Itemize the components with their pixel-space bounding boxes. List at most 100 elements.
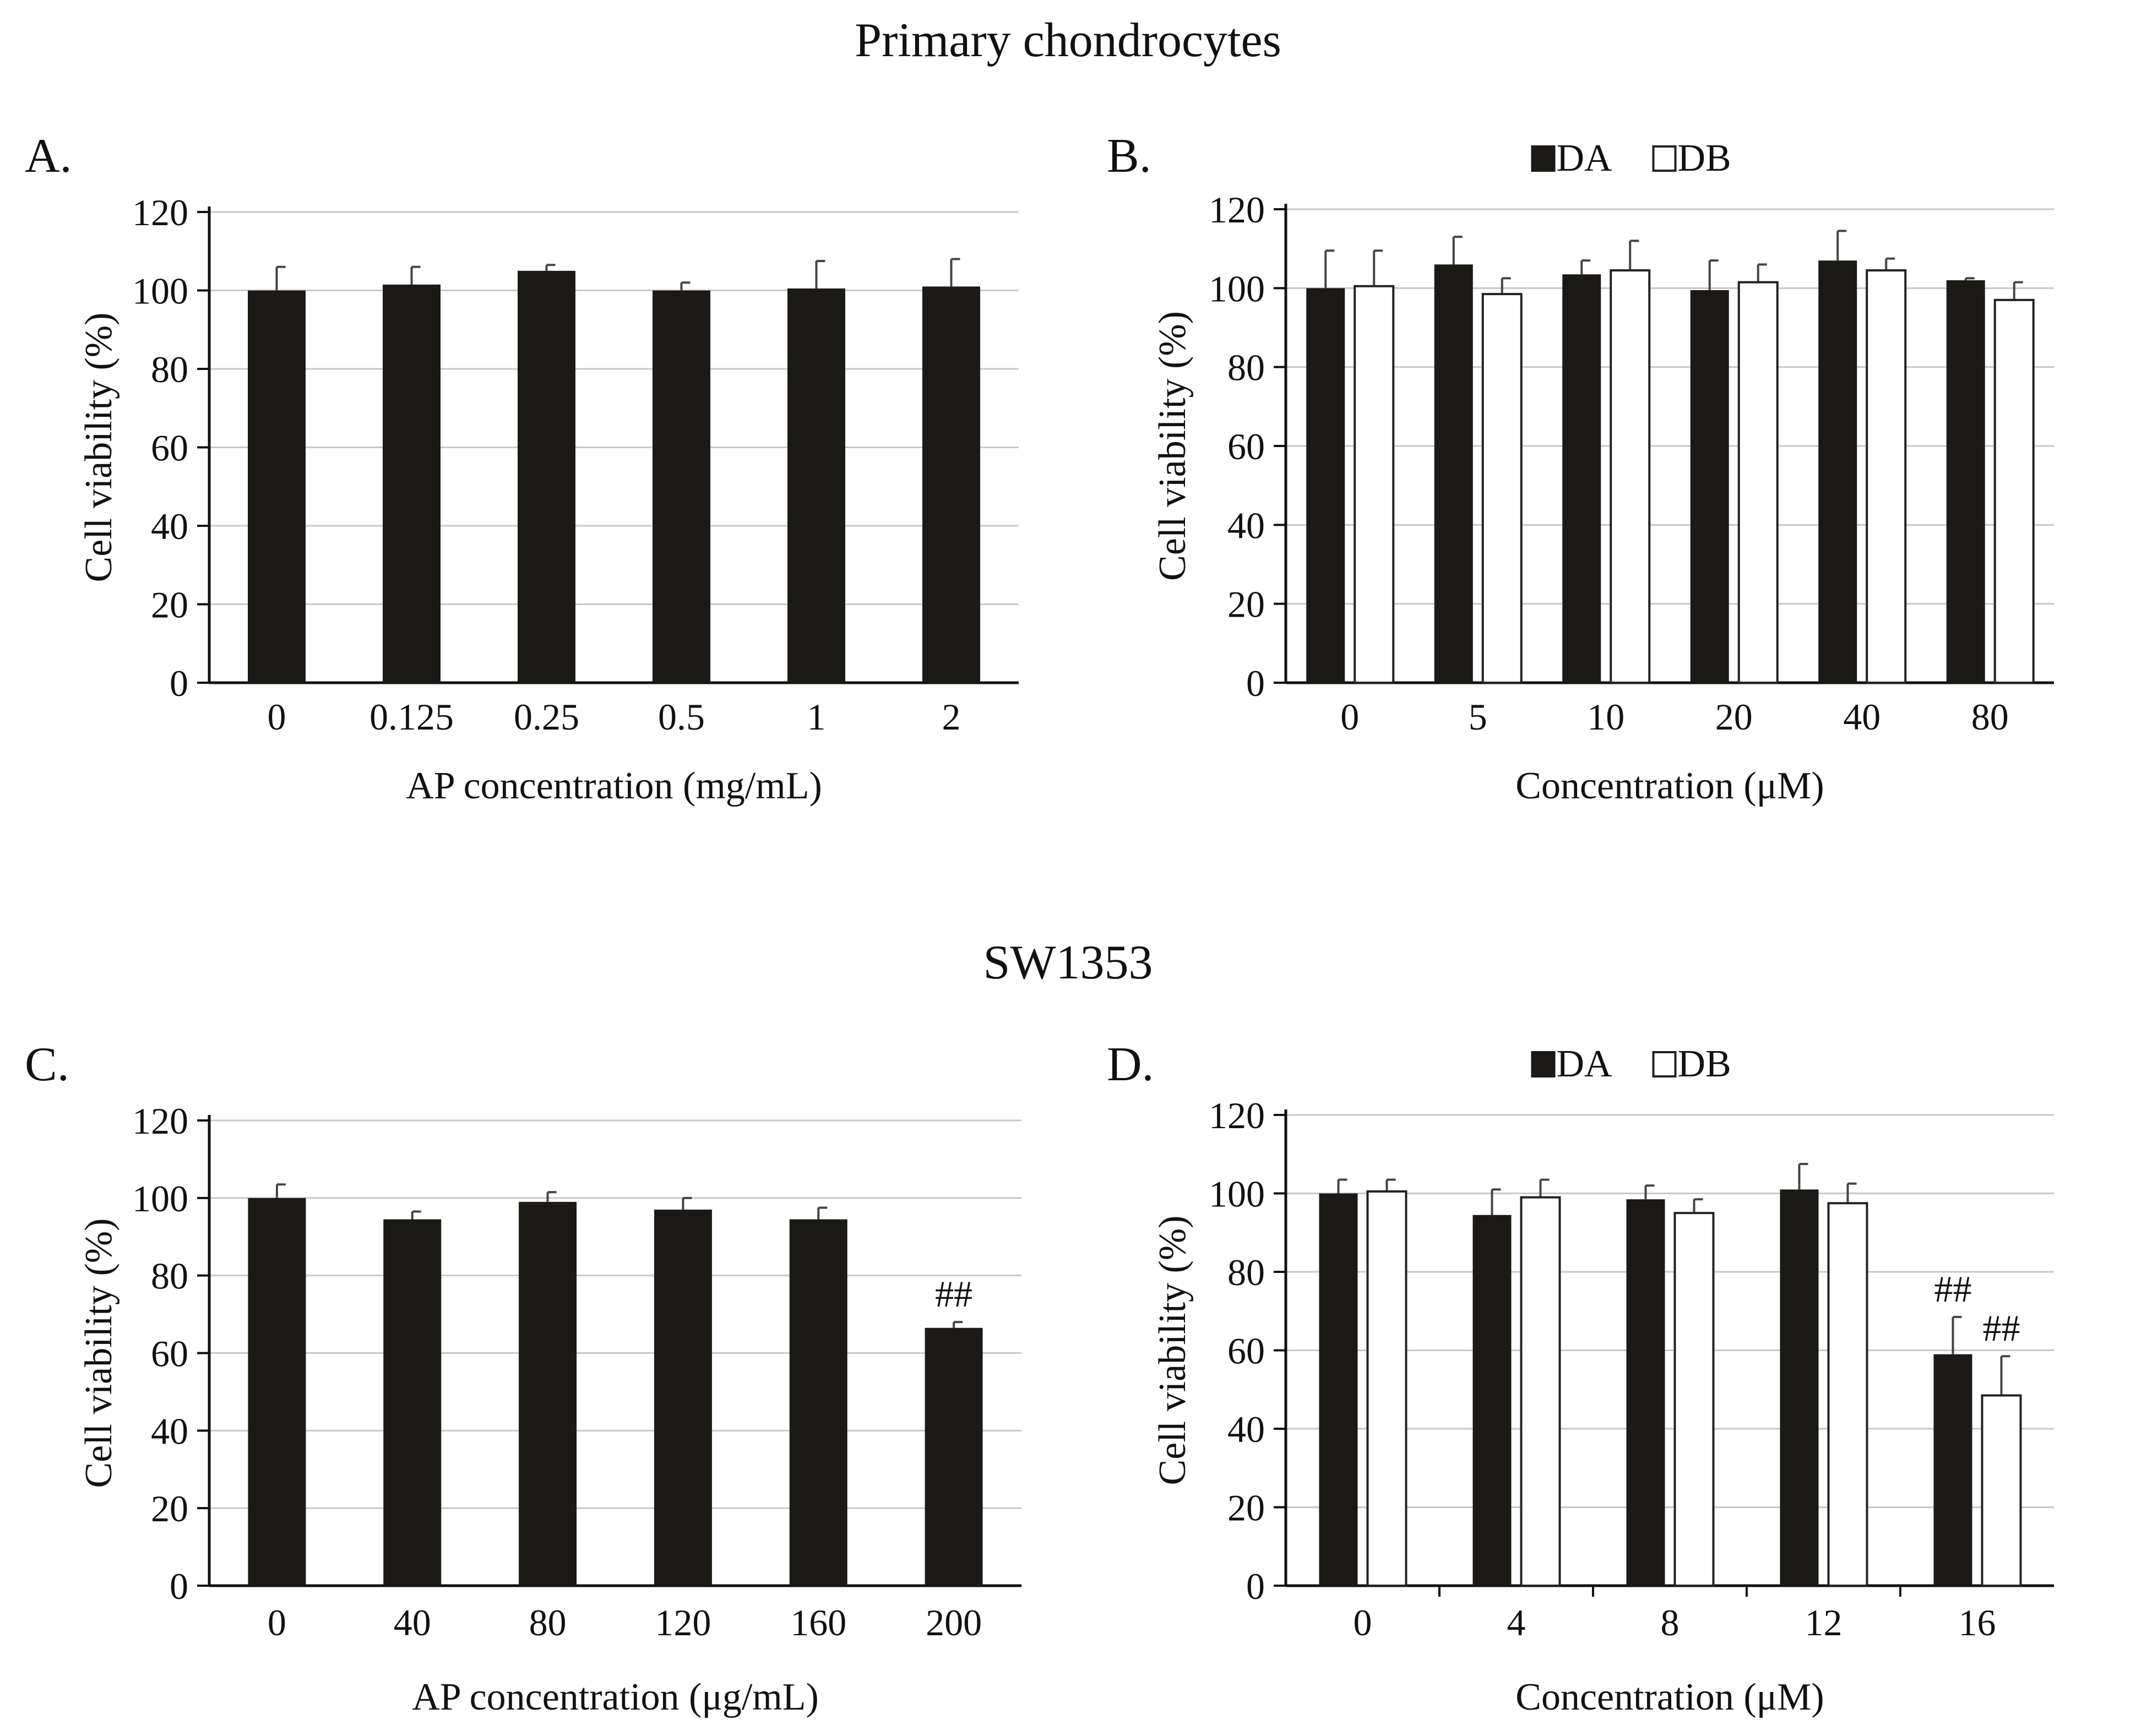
y-axis-title-b: Cell viability (%): [1151, 311, 1194, 581]
x-tick-label-b-2: 10: [1587, 696, 1624, 738]
bar-d-db-8: [1673, 1212, 1715, 1587]
legend-swatch-b-da: [1531, 145, 1556, 172]
bar-d-da-8: [1626, 1199, 1665, 1586]
bar-c-ap-0: [248, 1198, 306, 1586]
x-tick-label-c-2: 80: [529, 1602, 567, 1644]
x-tick-label-d-4: 16: [1959, 1602, 1996, 1644]
significance-mark-d-db-4: ##: [1983, 1307, 2020, 1349]
bar-c-ap-120: [654, 1209, 712, 1586]
y-axis-title-d: Cell viability (%): [1151, 1216, 1194, 1485]
bar-c-ap-80: [519, 1201, 577, 1586]
x-tick-label-a-3: 0.5: [658, 696, 705, 738]
bar-b-da-20: [1690, 290, 1729, 683]
x-axis-title-c: AP concentration (μg/mL): [412, 1676, 819, 1718]
x-tick-label-d-2: 8: [1661, 1602, 1680, 1644]
significance-mark-d-da-4: ##: [1934, 1268, 1972, 1310]
legend-label-b-da: DA: [1557, 137, 1613, 179]
bar-c-ap-160: [789, 1219, 847, 1586]
y-tick-label-d-20: 20: [1227, 1487, 1265, 1529]
bar-b-db-20: [1737, 281, 1779, 684]
x-tick-label-c-1: 40: [394, 1602, 431, 1644]
x-axis-title-d: Concentration (μM): [1515, 1676, 1824, 1718]
y-tick-label-c-80: 80: [151, 1255, 188, 1297]
x-tick-label-c-4: 160: [790, 1602, 846, 1644]
bar-d-da-16: [1933, 1354, 1972, 1586]
x-tick-label-a-5: 2: [942, 696, 961, 738]
bar-a-ap-0.5: [653, 290, 710, 683]
y-tick-label-c-100: 100: [132, 1178, 188, 1220]
y-axis-title-a: Cell viability (%): [78, 313, 120, 583]
bar-b-da-0: [1306, 288, 1345, 683]
x-tick-label-b-0: 0: [1340, 696, 1359, 738]
bar-b-db-80: [1993, 298, 2035, 684]
x-tick-label-c-0: 0: [268, 1602, 286, 1644]
bar-b-da-10: [1562, 274, 1601, 683]
y-tick-label-c-60: 60: [151, 1333, 188, 1375]
panel-label-b: B.: [1107, 129, 1151, 183]
legend-label-d-da: DA: [1557, 1043, 1613, 1085]
y-tick-label-b-60: 60: [1227, 426, 1265, 467]
bar-d-db-16: [1981, 1394, 2022, 1587]
y-tick-label-d-80: 80: [1227, 1251, 1265, 1293]
bar-d-da-0: [1319, 1193, 1358, 1586]
x-tick-label-d-1: 4: [1507, 1602, 1526, 1644]
x-axis-title-a: AP concentration (mg/mL): [406, 765, 822, 807]
x-axis-title-b: Concentration (μM): [1515, 765, 1824, 807]
bar-b-db-5: [1481, 293, 1523, 684]
y-tick-label-a-20: 20: [151, 584, 188, 626]
y-tick-label-b-0: 0: [1246, 662, 1265, 704]
x-tick-label-a-4: 1: [807, 696, 826, 738]
bar-a-ap-0.25: [518, 270, 575, 683]
x-tick-label-c-3: 120: [655, 1602, 711, 1644]
bar-b-db-40: [1866, 269, 1907, 684]
significance-mark-c-ap-5: ##: [935, 1273, 972, 1315]
bar-d-da-4: [1472, 1215, 1512, 1586]
x-tick-label-b-5: 80: [1971, 696, 2009, 738]
bar-a-ap-2: [922, 286, 980, 683]
x-tick-label-a-0: 0: [268, 696, 286, 738]
bar-a-ap-1: [787, 288, 845, 683]
bar-b-da-40: [1818, 260, 1857, 683]
y-tick-label-d-120: 120: [1209, 1095, 1265, 1136]
y-tick-label-b-120: 120: [1209, 189, 1265, 231]
y-tick-label-c-20: 20: [151, 1488, 188, 1530]
legend-swatch-b-db: [1652, 145, 1677, 172]
y-tick-label-b-100: 100: [1209, 268, 1265, 309]
bar-b-db-10: [1610, 269, 1651, 684]
x-tick-label-c-5: 200: [926, 1602, 982, 1644]
legend-label-b-db: DB: [1678, 137, 1731, 179]
y-tick-label-a-40: 40: [151, 505, 188, 547]
y-tick-label-a-100: 100: [132, 270, 188, 312]
bar-b-db-0: [1354, 285, 1395, 684]
x-tick-label-b-3: 20: [1715, 696, 1753, 738]
y-tick-label-a-80: 80: [151, 349, 188, 390]
bar-c-ap-40: [383, 1219, 442, 1586]
bar-c-ap-200: [925, 1327, 983, 1586]
bar-a-ap-0: [248, 290, 306, 683]
y-tick-label-a-0: 0: [170, 662, 188, 704]
y-tick-label-c-120: 120: [132, 1100, 188, 1142]
y-tick-label-d-40: 40: [1227, 1408, 1265, 1450]
chart-panel-c: 0 20 40 60 80 100 120 Cell viability (%) AP conc…: [78, 1100, 1021, 1718]
y-tick-label-d-0: 0: [1246, 1565, 1265, 1607]
x-tick-label-b-4: 40: [1843, 696, 1880, 738]
y-tick-label-c-40: 40: [151, 1410, 188, 1452]
x-tick-label-b-1: 5: [1469, 696, 1487, 738]
panel-label-a: A.: [25, 129, 72, 183]
y-tick-label-d-100: 100: [1209, 1173, 1265, 1215]
bar-a-ap-0.125: [383, 284, 441, 683]
bar-b-da-5: [1434, 264, 1473, 683]
legend-label-d-db: DB: [1678, 1043, 1731, 1085]
legend-swatch-d-db: [1652, 1051, 1677, 1077]
y-tick-label-b-20: 20: [1227, 584, 1265, 625]
y-tick-label-a-60: 60: [151, 427, 188, 469]
bar-d-db-4: [1520, 1196, 1561, 1587]
panel-label-c: C.: [25, 1038, 69, 1091]
x-tick-label-d-3: 12: [1805, 1602, 1842, 1644]
y-tick-label-b-40: 40: [1227, 504, 1265, 546]
y-tick-label-b-80: 80: [1227, 347, 1265, 389]
y-axis-title-c: Cell viability (%): [78, 1218, 120, 1488]
